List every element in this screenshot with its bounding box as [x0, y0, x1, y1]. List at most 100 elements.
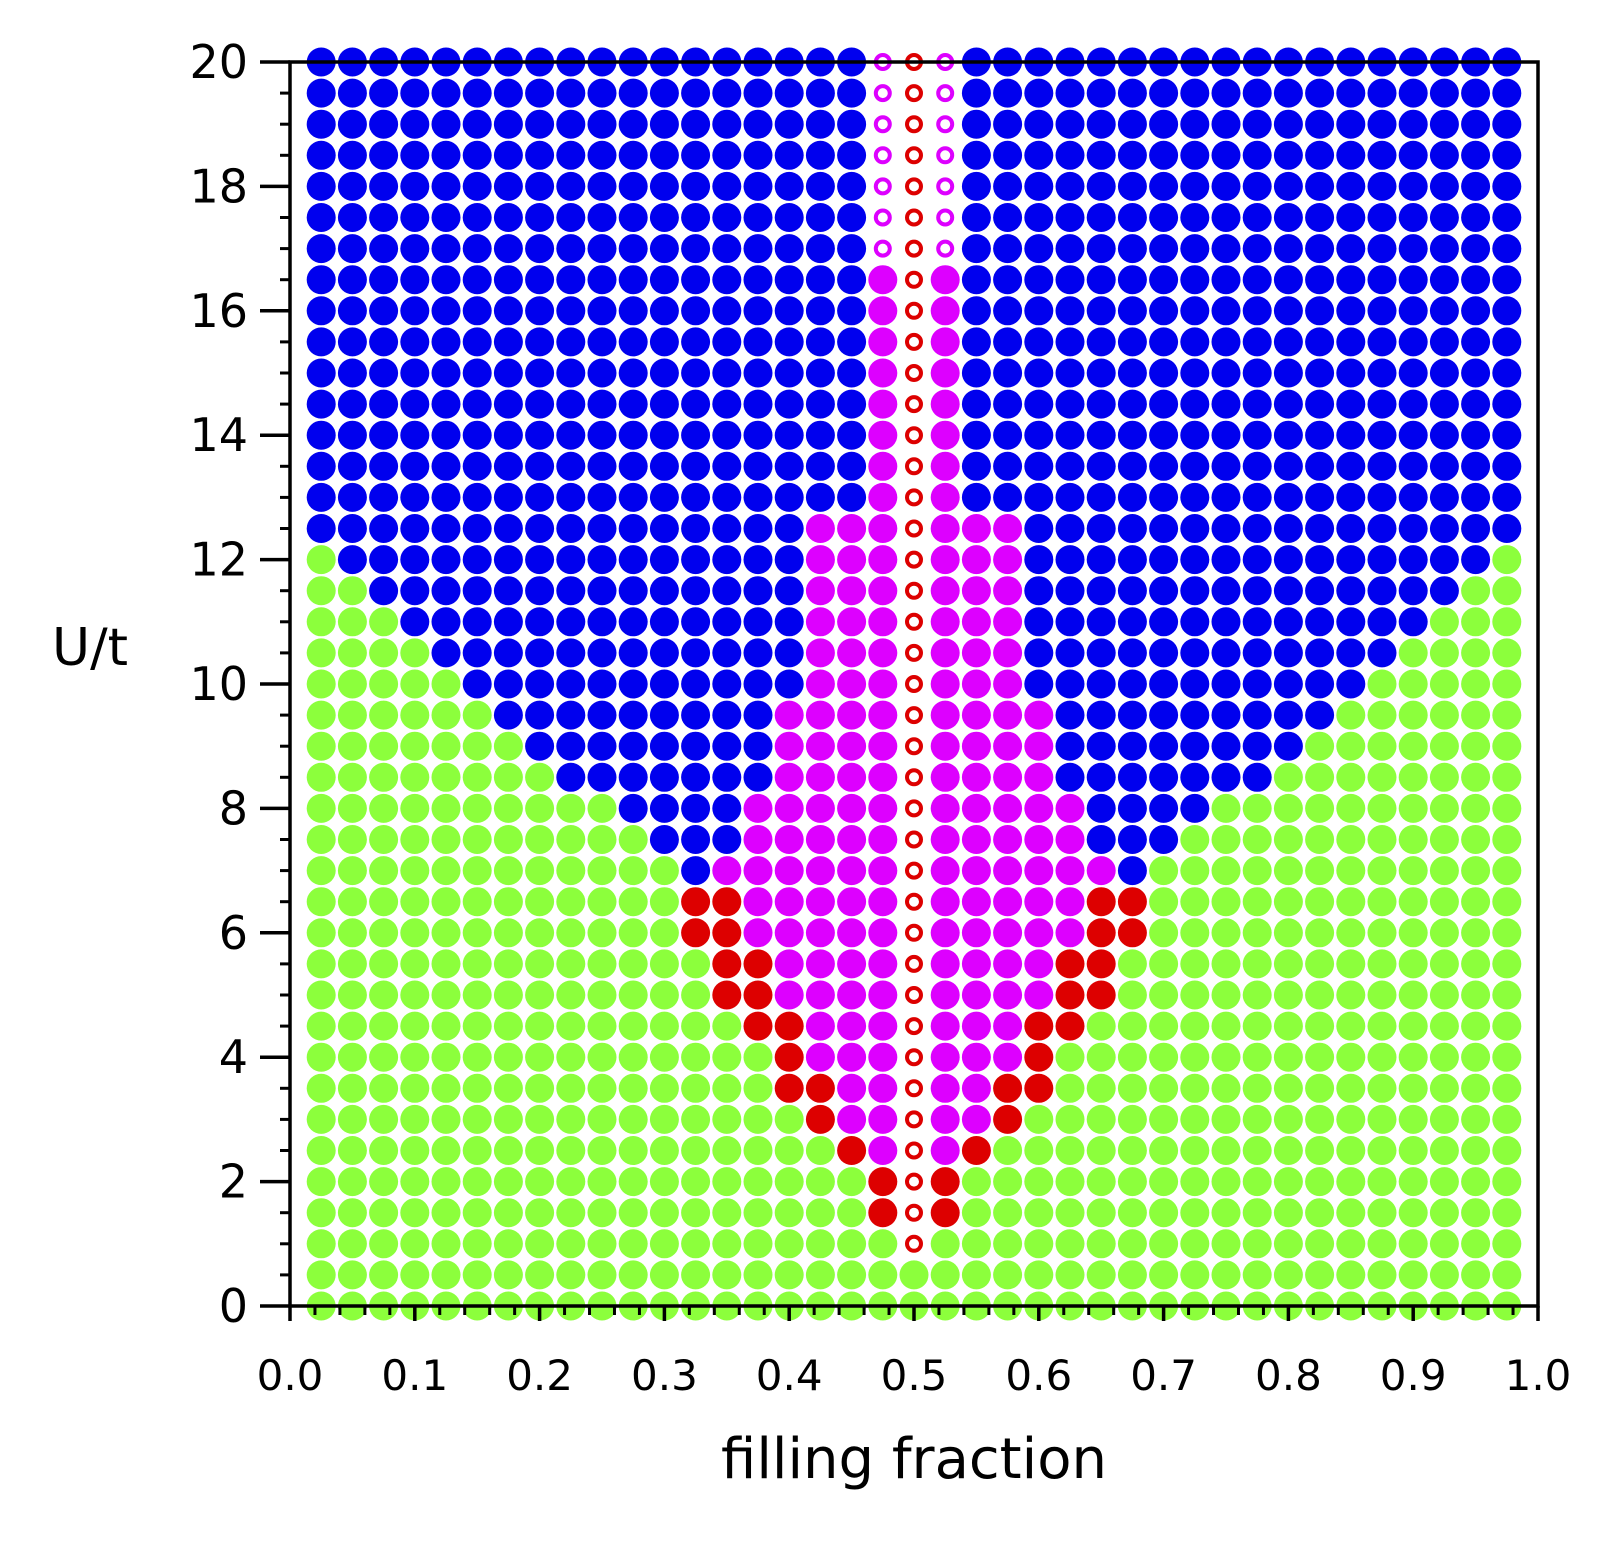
point-green: [525, 949, 555, 979]
point-blue: [306, 451, 336, 481]
point-green: [712, 1136, 742, 1165]
point-green: [1273, 1229, 1303, 1259]
point-blue: [805, 358, 835, 388]
point-blue: [993, 234, 1023, 264]
point-green: [1461, 856, 1491, 886]
point-green: [1367, 1198, 1397, 1228]
point-magenta: [868, 1042, 898, 1072]
point-green: [618, 1104, 648, 1134]
point-magenta: [868, 1104, 898, 1134]
point-blue: [462, 265, 492, 295]
point-blue: [1180, 78, 1210, 108]
point-blue: [1305, 545, 1335, 575]
point-blue: [805, 327, 835, 357]
point-blue: [1336, 358, 1366, 388]
point-green: [1461, 1042, 1491, 1072]
point-blue: [618, 700, 648, 730]
point-blue: [805, 265, 835, 295]
point-blue: [993, 171, 1023, 201]
point-blue: [1398, 203, 1428, 232]
point-blue: [1273, 638, 1303, 668]
point-green: [712, 1104, 742, 1134]
point-blue: [961, 420, 991, 450]
point-blue: [1336, 203, 1366, 232]
point-blue: [369, 265, 399, 295]
point-green: [1149, 980, 1179, 1010]
point-magenta: [805, 514, 835, 543]
point-green: [525, 793, 555, 823]
point-blue: [649, 762, 679, 792]
point-blue: [1117, 825, 1147, 854]
point-blue: [462, 545, 492, 575]
point-green: [1429, 1104, 1459, 1134]
point-open-red: [905, 986, 923, 1004]
point-green: [587, 1260, 617, 1290]
point-blue: [462, 171, 492, 201]
point-green: [1492, 856, 1522, 886]
point-green: [1461, 887, 1491, 917]
point-blue: [743, 545, 773, 575]
point-green: [1398, 1011, 1428, 1041]
point-blue: [306, 234, 336, 264]
point-green: [369, 1042, 399, 1072]
point-green: [1242, 980, 1272, 1010]
point-green: [1336, 1011, 1366, 1041]
y-tick-label: 18: [189, 159, 248, 213]
point-green: [1273, 1167, 1303, 1197]
point-magenta: [930, 265, 960, 295]
point-green: [1305, 1073, 1335, 1103]
point-blue: [1180, 482, 1210, 512]
point-magenta: [930, 1136, 960, 1165]
point-blue: [993, 389, 1023, 419]
point-magenta: [837, 887, 867, 917]
point-red: [743, 980, 773, 1010]
point-green: [649, 980, 679, 1010]
point-green: [369, 1011, 399, 1041]
point-green: [1367, 1260, 1397, 1290]
point-magenta: [930, 327, 960, 357]
point-blue: [961, 265, 991, 295]
point-blue: [743, 389, 773, 419]
point-blue: [1461, 327, 1491, 357]
point-magenta: [868, 420, 898, 450]
point-green: [431, 825, 461, 854]
point-green: [1492, 1229, 1522, 1259]
point-blue: [1492, 171, 1522, 201]
point-blue: [462, 389, 492, 419]
point-magenta: [961, 576, 991, 606]
point-open-magenta: [936, 208, 955, 227]
point-red: [993, 1104, 1023, 1134]
point-green: [618, 1167, 648, 1197]
point-blue: [1273, 420, 1303, 450]
point-blue: [1398, 78, 1428, 108]
point-green: [1398, 887, 1428, 917]
point-blue: [1024, 140, 1054, 170]
point-blue: [1461, 140, 1491, 170]
point-blue: [649, 78, 679, 108]
point-blue: [805, 296, 835, 326]
point-blue: [587, 700, 617, 730]
point-blue: [1180, 389, 1210, 419]
point-blue: [1305, 576, 1335, 606]
point-green: [1367, 1073, 1397, 1103]
point-blue: [1273, 171, 1303, 201]
point-open-red: [905, 1110, 923, 1129]
point-blue: [1273, 451, 1303, 481]
point-green: [306, 607, 336, 637]
point-blue: [462, 327, 492, 357]
point-green: [743, 1042, 773, 1072]
point-green: [1117, 1073, 1147, 1103]
point-blue: [961, 451, 991, 481]
point-green: [1024, 1229, 1054, 1259]
point-open-magenta: [873, 115, 892, 134]
point-blue: [712, 358, 742, 388]
point-magenta: [868, 669, 898, 699]
point-blue: [649, 358, 679, 388]
point-blue: [1086, 731, 1116, 761]
point-blue: [587, 203, 617, 232]
point-green: [369, 793, 399, 823]
point-green: [306, 793, 336, 823]
point-green: [431, 980, 461, 1010]
point-green: [306, 1260, 336, 1290]
point-blue: [462, 109, 492, 139]
